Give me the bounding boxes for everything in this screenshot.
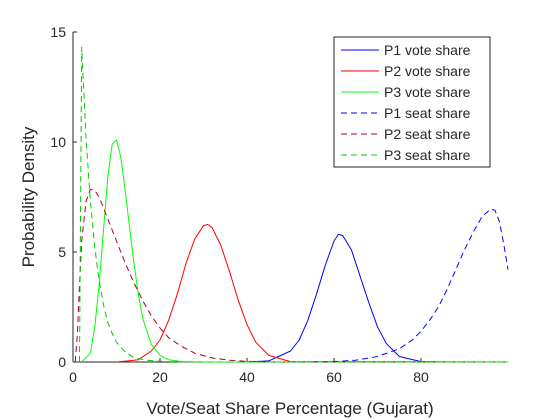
y-tick-label: 10 bbox=[50, 134, 66, 150]
series-line-1 bbox=[246, 233, 508, 363]
y-ticks: 0 5 10 15 bbox=[50, 24, 77, 370]
series-line-5 bbox=[74, 188, 508, 363]
legend: P1 vote share P2 vote share P3 vote share P… bbox=[333, 36, 491, 168]
x-tick-label: 20 bbox=[152, 369, 168, 385]
series-layer bbox=[74, 46, 509, 363]
y-tick-label: 15 bbox=[50, 24, 66, 40]
x-tick-label: 0 bbox=[69, 369, 77, 385]
legend-label: P3 vote share bbox=[384, 84, 471, 100]
x-tick-label: 60 bbox=[326, 369, 342, 385]
x-tick-label: 80 bbox=[413, 369, 429, 385]
legend-label: P3 seat share bbox=[384, 147, 471, 163]
y-axis-label: Probability Density bbox=[19, 126, 38, 267]
y-tick-label: 5 bbox=[58, 244, 66, 260]
legend-label: P1 seat share bbox=[384, 105, 471, 121]
legend-box bbox=[333, 36, 491, 168]
x-tick-label: 40 bbox=[239, 369, 255, 385]
x-axis-label: Vote/Seat Share Percentage (Gujarat) bbox=[146, 399, 433, 418]
series-line-4 bbox=[312, 208, 509, 363]
series-line-3 bbox=[81, 139, 508, 363]
legend-label: P2 seat share bbox=[384, 126, 471, 142]
series-line-6 bbox=[79, 46, 508, 363]
y-tick-label: 0 bbox=[58, 354, 66, 370]
x-ticks: 0 20 40 60 80 bbox=[69, 358, 429, 385]
series-line-2 bbox=[116, 224, 509, 363]
legend-label: P1 vote share bbox=[384, 42, 471, 58]
legend-label: P2 vote share bbox=[384, 63, 471, 79]
